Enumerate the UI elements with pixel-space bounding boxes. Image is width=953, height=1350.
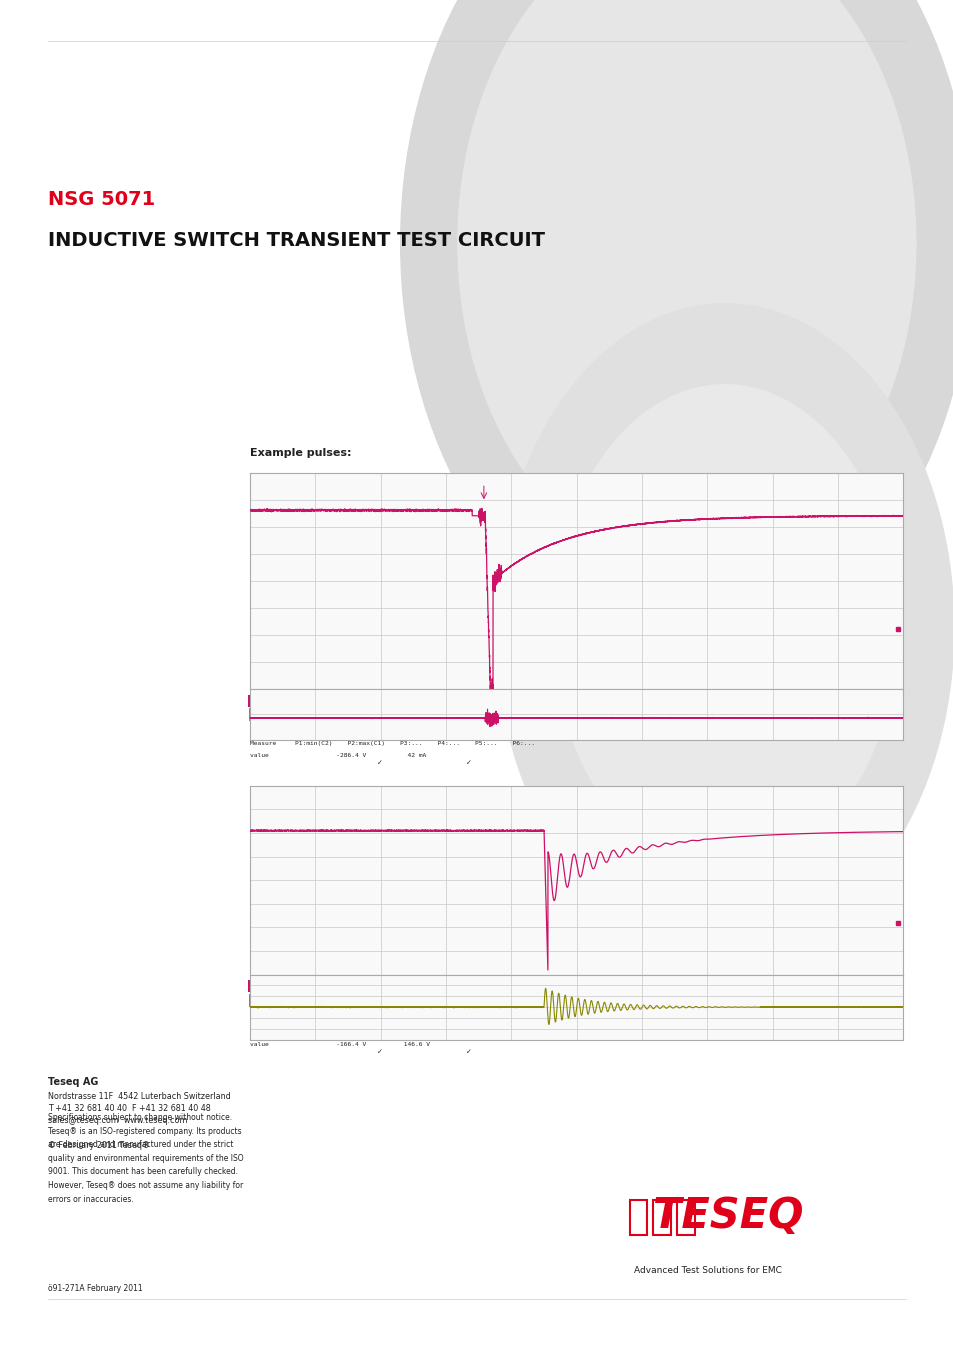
Text: Nordstrasse 11F  4542 Luterbach Switzerland: Nordstrasse 11F 4542 Luterbach Switzerla… bbox=[48, 1092, 231, 1100]
Text: ✓: ✓ bbox=[465, 760, 471, 767]
Text: Example pulses:: Example pulses: bbox=[250, 448, 351, 458]
Text: Advanced Test Solutions for EMC: Advanced Test Solutions for EMC bbox=[634, 1266, 781, 1274]
Circle shape bbox=[457, 0, 915, 567]
Text: ✓: ✓ bbox=[376, 760, 382, 767]
Text: INDUCTIVE SWITCH TRANSIENT TEST CIRCUIT: INDUCTIVE SWITCH TRANSIENT TEST CIRCUIT bbox=[48, 231, 544, 250]
Text: 50.0 V/div
9.00 V offset: 50.0 V/div 9.00 V offset bbox=[334, 995, 382, 1006]
Text: 50.0 V/div
14.0 V: 50.0 V/div 14.0 V bbox=[250, 709, 287, 720]
Text: TESEQ: TESEQ bbox=[653, 1196, 803, 1238]
Text: Measure     P1:min(C2)    P2:max(C1)    P3:...    P4:...    P5:...    P6:...: Measure P1:min(C2) P2:max(C1) P3:... P4:… bbox=[250, 741, 535, 747]
Text: C2: C2 bbox=[314, 981, 325, 990]
Text: T +41 32 681 40 40  F +41 32 681 40 48: T +41 32 681 40 40 F +41 32 681 40 48 bbox=[48, 1104, 211, 1112]
Text: ✓: ✓ bbox=[376, 1049, 382, 1056]
Text: ö91-271A February 2011: ö91-271A February 2011 bbox=[48, 1284, 142, 1292]
Text: ✓: ✓ bbox=[465, 1049, 471, 1056]
Text: C1: C1 bbox=[250, 697, 260, 705]
Text: Teseq AG: Teseq AG bbox=[48, 1077, 98, 1087]
Text: C1: C1 bbox=[250, 981, 260, 990]
Text: Measure     P1:min(C2)    P2:max(C2)    P3:...    P4:...    P5:...    P6:...: Measure P1:min(C2) P2:max(C2) P3:... P4:… bbox=[250, 1030, 535, 1035]
Text: sales@teseq.com  www.teseq.com: sales@teseq.com www.teseq.com bbox=[48, 1116, 187, 1125]
Text: Timebase  1μs    Trigger   CH1CH2
100 μs/div   Stop    -97.0 V
2.10 MS   5.0 GS/: Timebase 1μs Trigger CH1CH2 100 μs/div S… bbox=[643, 972, 760, 990]
Text: © February 2011 Teseq®: © February 2011 Teseq® bbox=[48, 1141, 150, 1149]
Text: Specifications subject to change without notice.
Teseq® is an ISO-registered com: Specifications subject to change without… bbox=[48, 1114, 243, 1203]
Text: Timebase  500μs    Trigger   CH1CH2
1.00 ms/div   Stop    -132.0 V
8.10 MS   530: Timebase 500μs Trigger CH1CH2 1.00 ms/di… bbox=[643, 687, 760, 705]
Text: NSG 5071: NSG 5071 bbox=[48, 190, 154, 209]
Circle shape bbox=[400, 0, 953, 648]
Text: value                  -286.4 V           42 mA: value -286.4 V 42 mA bbox=[250, 753, 426, 759]
Circle shape bbox=[496, 304, 953, 952]
Text: value                  -166.4 V          146.6 V: value -166.4 V 146.6 V bbox=[250, 1042, 430, 1048]
Text: -2.00 A/div
0 mA offset: -2.00 A/div 0 mA offset bbox=[250, 995, 291, 1006]
Circle shape bbox=[553, 385, 896, 871]
